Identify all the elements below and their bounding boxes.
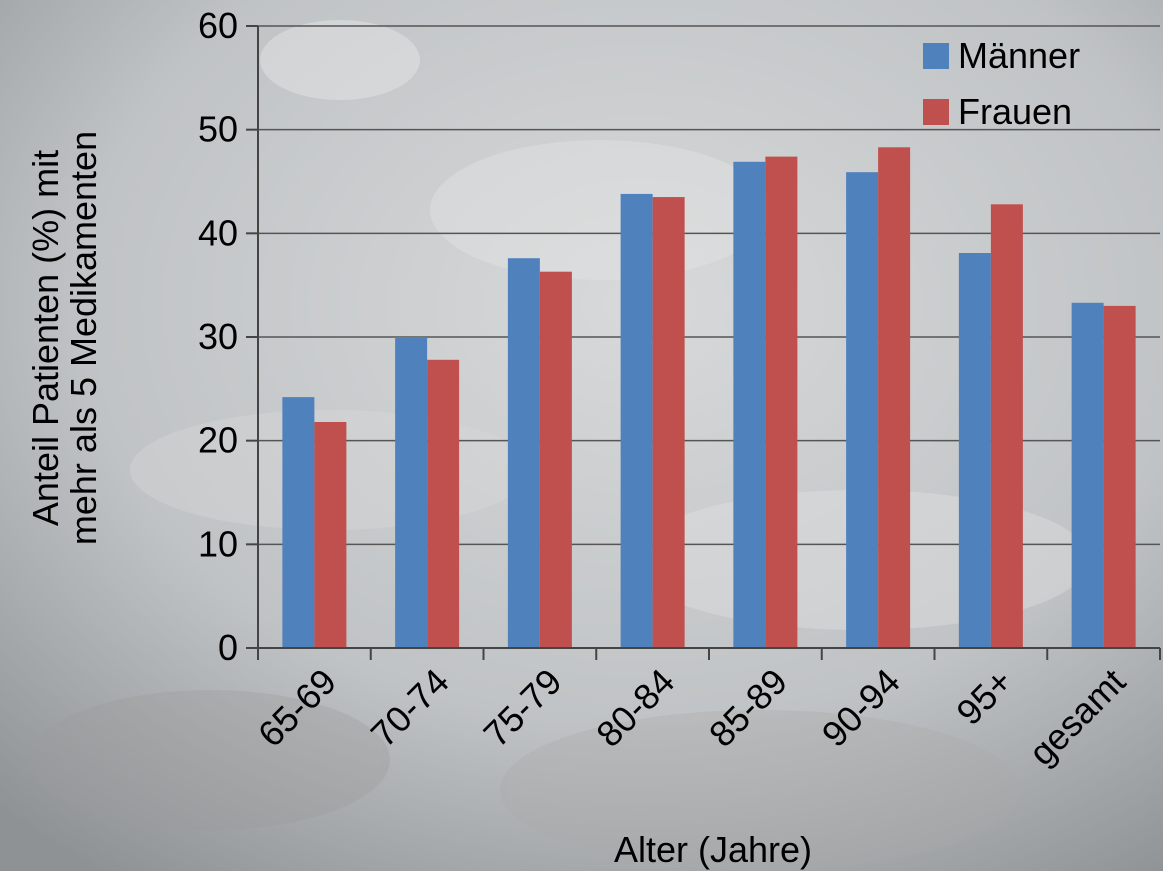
y-axis-label-line-2: mehr als 5 Medikamenten	[63, 131, 104, 545]
axes	[246, 25, 1161, 660]
bar-maenner-70-74	[395, 337, 428, 648]
bar-frauen-gesamt	[1103, 305, 1136, 648]
y-axis-label: Anteil Patienten (%) mit mehr als 5 Medi…	[25, 131, 104, 545]
bar-frauen-85-89	[765, 156, 798, 648]
legend-swatch-frauen	[923, 99, 949, 125]
bar-maenner-65-69	[282, 397, 315, 648]
y-tick-label-50: 50	[198, 109, 238, 150]
bar-frauen-90-94	[878, 147, 911, 649]
legend-swatch-maenner	[923, 43, 949, 69]
bar-frauen-70-74	[427, 359, 460, 648]
legend-label-frauen: Frauen	[958, 91, 1072, 132]
y-tick-label-40: 40	[198, 212, 238, 253]
bar-maenner-95+	[958, 253, 991, 648]
bar-frauen-65-69	[314, 422, 347, 648]
y-tick-label-0: 0	[218, 627, 238, 668]
y-tick-label-10: 10	[198, 523, 238, 564]
x-axis-label: Alter (Jahre)	[614, 829, 812, 870]
bar-maenner-80-84	[620, 193, 653, 648]
bars	[282, 147, 1136, 649]
bar-maenner-90-94	[846, 172, 879, 649]
y-tick-label-60: 60	[198, 5, 238, 46]
bar-maenner-85-89	[733, 161, 766, 648]
bar-frauen-75-79	[539, 271, 572, 648]
y-tick-label-20: 20	[198, 420, 238, 461]
y-tick-labels: 0 10 20 30 40 50 60	[198, 5, 238, 668]
bar-maenner-gesamt	[1071, 302, 1104, 648]
y-axis-label-line-1: Anteil Patienten (%) mit	[25, 150, 66, 526]
bar-maenner-75-79	[507, 258, 540, 648]
bar-frauen-80-84	[652, 197, 685, 649]
bar-frauen-95+	[990, 204, 1023, 648]
y-tick-label-30: 30	[198, 316, 238, 357]
legend: Männer Frauen	[923, 35, 1080, 132]
legend-label-maenner: Männer	[958, 35, 1080, 76]
